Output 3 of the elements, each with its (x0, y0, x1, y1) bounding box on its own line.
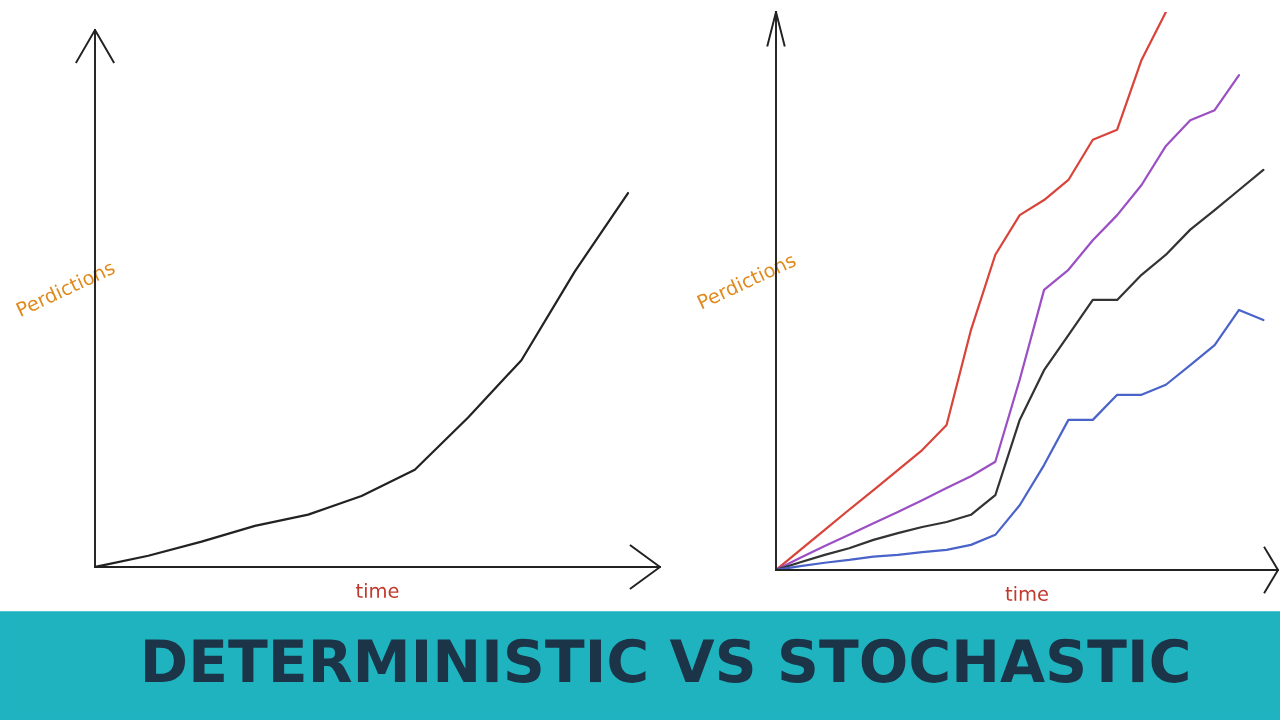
text: DETERMINISTIC VS STOCHASTIC (145, 638, 1188, 683)
x-axis-title: time (356, 582, 399, 599)
x-axis-title: time (1005, 585, 1048, 602)
